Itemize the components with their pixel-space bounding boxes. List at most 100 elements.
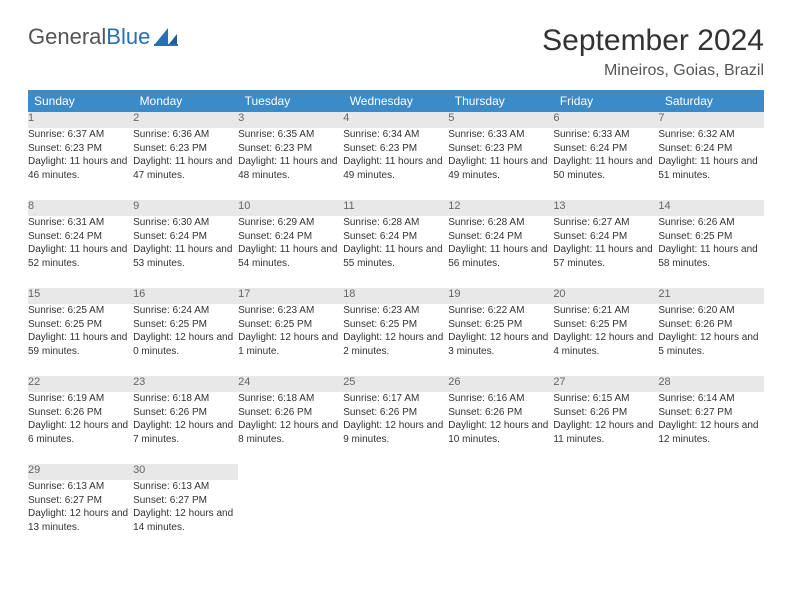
day-number-cell: 3 [238, 112, 343, 128]
day-number-cell: 18 [343, 288, 448, 304]
daylight-text: Daylight: 12 hours and 1 minute. [238, 331, 343, 358]
day-content-cell: Sunrise: 6:34 AMSunset: 6:23 PMDaylight:… [343, 128, 448, 200]
day-number-cell: 24 [238, 376, 343, 392]
day-content-cell [448, 480, 553, 552]
sunset-text: Sunset: 6:26 PM [238, 406, 343, 420]
daylight-text: Daylight: 12 hours and 7 minutes. [133, 419, 238, 446]
sunrise-text: Sunrise: 6:25 AM [28, 304, 133, 318]
sunset-text: Sunset: 6:25 PM [553, 318, 658, 332]
day-number-cell: 8 [28, 200, 133, 216]
sunset-text: Sunset: 6:26 PM [343, 406, 448, 420]
day-number-cell: 12 [448, 200, 553, 216]
day-number-cell: 6 [553, 112, 658, 128]
daylight-text: Daylight: 11 hours and 52 minutes. [28, 243, 133, 270]
sunrise-text: Sunrise: 6:27 AM [553, 216, 658, 230]
weekday-header: Saturday [658, 90, 763, 112]
day-number-row: 22232425262728 [28, 376, 764, 392]
calendar-table: Sunday Monday Tuesday Wednesday Thursday… [28, 90, 764, 552]
day-number-cell: 25 [343, 376, 448, 392]
daylight-text: Daylight: 11 hours and 58 minutes. [658, 243, 763, 270]
daylight-text: Daylight: 11 hours and 56 minutes. [448, 243, 553, 270]
day-number-cell [238, 464, 343, 480]
day-number-row: 1234567 [28, 112, 764, 128]
day-number-cell: 14 [658, 200, 763, 216]
day-content-cell: Sunrise: 6:33 AMSunset: 6:24 PMDaylight:… [553, 128, 658, 200]
day-content-cell: Sunrise: 6:21 AMSunset: 6:25 PMDaylight:… [553, 304, 658, 376]
sunrise-text: Sunrise: 6:26 AM [658, 216, 763, 230]
day-content-cell: Sunrise: 6:28 AMSunset: 6:24 PMDaylight:… [343, 216, 448, 288]
daylight-text: Daylight: 11 hours and 54 minutes. [238, 243, 343, 270]
sunset-text: Sunset: 6:23 PM [133, 142, 238, 156]
daylight-text: Daylight: 11 hours and 47 minutes. [133, 155, 238, 182]
page-title: September 2024 [542, 24, 764, 58]
sunrise-text: Sunrise: 6:34 AM [343, 128, 448, 142]
day-content-cell: Sunrise: 6:20 AMSunset: 6:26 PMDaylight:… [658, 304, 763, 376]
day-number-cell [553, 464, 658, 480]
day-content-cell: Sunrise: 6:22 AMSunset: 6:25 PMDaylight:… [448, 304, 553, 376]
day-content-cell: Sunrise: 6:16 AMSunset: 6:26 PMDaylight:… [448, 392, 553, 464]
day-content-cell: Sunrise: 6:14 AMSunset: 6:27 PMDaylight:… [658, 392, 763, 464]
day-content-row: Sunrise: 6:31 AMSunset: 6:24 PMDaylight:… [28, 216, 764, 288]
day-number-cell: 11 [343, 200, 448, 216]
weekday-header: Friday [553, 90, 658, 112]
daylight-text: Daylight: 11 hours and 49 minutes. [343, 155, 448, 182]
sunrise-text: Sunrise: 6:21 AM [553, 304, 658, 318]
day-number-cell: 26 [448, 376, 553, 392]
sunrise-text: Sunrise: 6:20 AM [658, 304, 763, 318]
sunrise-text: Sunrise: 6:22 AM [448, 304, 553, 318]
sunrise-text: Sunrise: 6:29 AM [238, 216, 343, 230]
day-content-cell: Sunrise: 6:29 AMSunset: 6:24 PMDaylight:… [238, 216, 343, 288]
day-number-cell: 29 [28, 464, 133, 480]
daylight-text: Daylight: 11 hours and 53 minutes. [133, 243, 238, 270]
sunrise-text: Sunrise: 6:23 AM [238, 304, 343, 318]
sunrise-text: Sunrise: 6:14 AM [658, 392, 763, 406]
daylight-text: Daylight: 12 hours and 13 minutes. [28, 507, 133, 534]
sunrise-text: Sunrise: 6:15 AM [553, 392, 658, 406]
sunset-text: Sunset: 6:26 PM [553, 406, 658, 420]
day-number-cell: 21 [658, 288, 763, 304]
daylight-text: Daylight: 12 hours and 8 minutes. [238, 419, 343, 446]
day-content-cell: Sunrise: 6:23 AMSunset: 6:25 PMDaylight:… [343, 304, 448, 376]
day-number-cell: 7 [658, 112, 763, 128]
sunrise-text: Sunrise: 6:18 AM [133, 392, 238, 406]
day-content-cell: Sunrise: 6:15 AMSunset: 6:26 PMDaylight:… [553, 392, 658, 464]
sunrise-text: Sunrise: 6:13 AM [133, 480, 238, 494]
sunset-text: Sunset: 6:23 PM [343, 142, 448, 156]
sunrise-text: Sunrise: 6:23 AM [343, 304, 448, 318]
day-number-cell: 30 [133, 464, 238, 480]
daylight-text: Daylight: 12 hours and 12 minutes. [658, 419, 763, 446]
header: General Blue September 2024 Mineiros, Go… [28, 24, 764, 80]
day-number-cell: 9 [133, 200, 238, 216]
sunrise-text: Sunrise: 6:37 AM [28, 128, 133, 142]
sunrise-text: Sunrise: 6:16 AM [448, 392, 553, 406]
day-content-cell: Sunrise: 6:28 AMSunset: 6:24 PMDaylight:… [448, 216, 553, 288]
sunset-text: Sunset: 6:26 PM [658, 318, 763, 332]
day-content-cell: Sunrise: 6:13 AMSunset: 6:27 PMDaylight:… [133, 480, 238, 552]
sunrise-text: Sunrise: 6:28 AM [448, 216, 553, 230]
daylight-text: Daylight: 12 hours and 5 minutes. [658, 331, 763, 358]
location-subtitle: Mineiros, Goias, Brazil [542, 62, 764, 80]
day-content-cell: Sunrise: 6:23 AMSunset: 6:25 PMDaylight:… [238, 304, 343, 376]
day-number-row: 15161718192021 [28, 288, 764, 304]
day-content-cell: Sunrise: 6:13 AMSunset: 6:27 PMDaylight:… [28, 480, 133, 552]
day-number-cell: 17 [238, 288, 343, 304]
day-content-cell: Sunrise: 6:30 AMSunset: 6:24 PMDaylight:… [133, 216, 238, 288]
day-content-row: Sunrise: 6:19 AMSunset: 6:26 PMDaylight:… [28, 392, 764, 464]
sunrise-text: Sunrise: 6:13 AM [28, 480, 133, 494]
daylight-text: Daylight: 11 hours and 48 minutes. [238, 155, 343, 182]
daylight-text: Daylight: 12 hours and 0 minutes. [133, 331, 238, 358]
brand-logo: General Blue [28, 24, 180, 50]
day-content-cell: Sunrise: 6:33 AMSunset: 6:23 PMDaylight:… [448, 128, 553, 200]
day-content-cell: Sunrise: 6:18 AMSunset: 6:26 PMDaylight:… [133, 392, 238, 464]
day-content-cell: Sunrise: 6:32 AMSunset: 6:24 PMDaylight:… [658, 128, 763, 200]
day-number-cell: 10 [238, 200, 343, 216]
weekday-header: Tuesday [238, 90, 343, 112]
day-content-row: Sunrise: 6:37 AMSunset: 6:23 PMDaylight:… [28, 128, 764, 200]
day-number-cell [448, 464, 553, 480]
sunset-text: Sunset: 6:23 PM [28, 142, 133, 156]
day-number-cell: 5 [448, 112, 553, 128]
sunset-text: Sunset: 6:25 PM [238, 318, 343, 332]
sunrise-text: Sunrise: 6:18 AM [238, 392, 343, 406]
day-number-cell [658, 464, 763, 480]
sunset-text: Sunset: 6:24 PM [133, 230, 238, 244]
